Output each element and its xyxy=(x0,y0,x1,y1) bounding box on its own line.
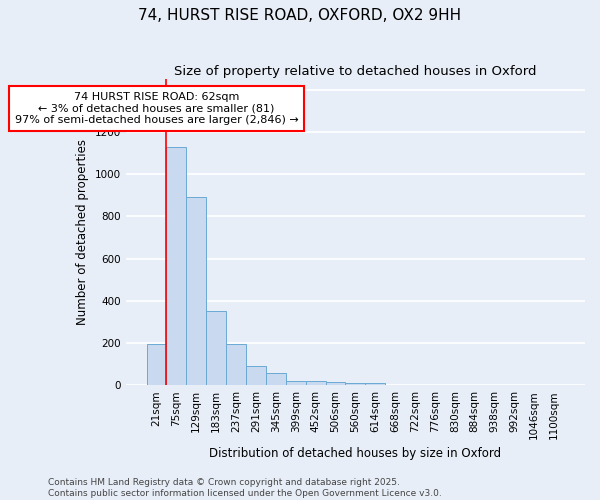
Bar xyxy=(365,383,385,385)
Text: Contains HM Land Registry data © Crown copyright and database right 2025.
Contai: Contains HM Land Registry data © Crown c… xyxy=(48,478,442,498)
Bar xyxy=(206,312,226,385)
Bar xyxy=(346,382,365,385)
Bar xyxy=(286,380,305,385)
Title: Size of property relative to detached houses in Oxford: Size of property relative to detached ho… xyxy=(174,65,536,78)
Bar xyxy=(305,381,326,385)
Bar xyxy=(226,344,246,385)
Bar xyxy=(326,382,346,385)
Y-axis label: Number of detached properties: Number of detached properties xyxy=(76,139,89,325)
Bar xyxy=(266,373,286,385)
Text: 74, HURST RISE ROAD, OXFORD, OX2 9HH: 74, HURST RISE ROAD, OXFORD, OX2 9HH xyxy=(139,8,461,22)
Bar xyxy=(246,366,266,385)
Bar xyxy=(187,196,206,385)
Text: 74 HURST RISE ROAD: 62sqm
← 3% of detached houses are smaller (81)
97% of semi-d: 74 HURST RISE ROAD: 62sqm ← 3% of detach… xyxy=(14,92,298,125)
Bar xyxy=(146,344,166,385)
Bar xyxy=(166,147,187,385)
X-axis label: Distribution of detached houses by size in Oxford: Distribution of detached houses by size … xyxy=(209,447,502,460)
